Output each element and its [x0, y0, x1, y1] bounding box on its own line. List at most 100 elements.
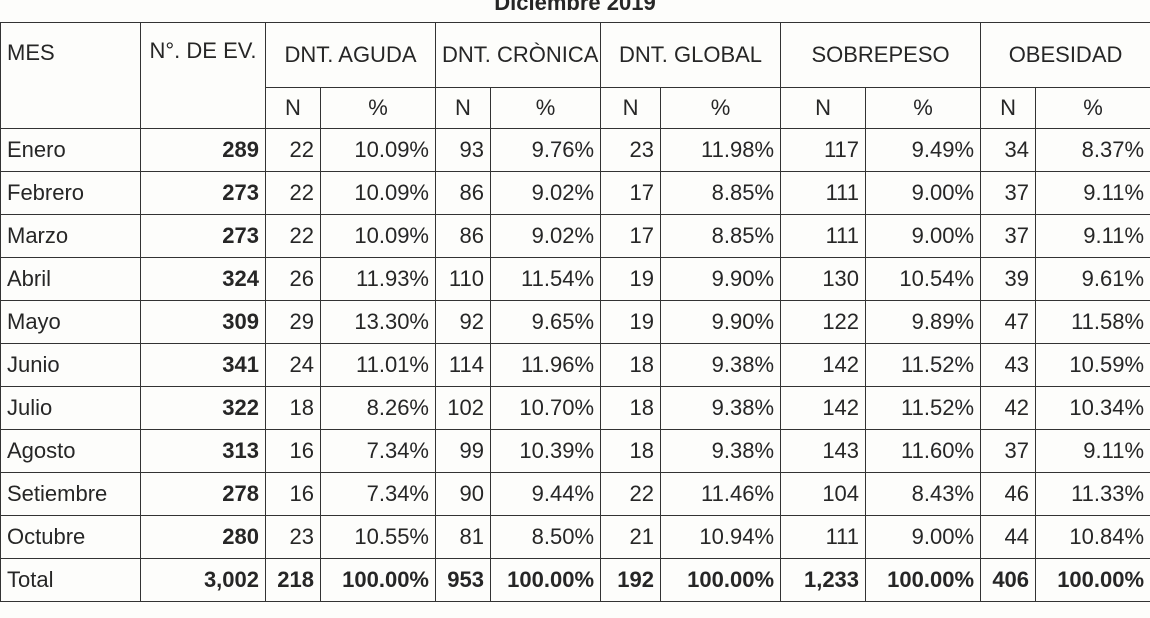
table-cell: 9.38% [660, 429, 782, 473]
table-cell: 8.26% [320, 386, 436, 430]
table-cell: 24 [265, 343, 321, 387]
table-cell: Abril [0, 257, 141, 301]
table-cell: 10.59% [1035, 343, 1150, 387]
table-cell: 3,002 [140, 558, 266, 602]
table-cell: 9.44% [489, 472, 602, 516]
table-cell: 10.09% [320, 214, 436, 258]
table-cell: 192 [600, 558, 662, 602]
subcolumn-header: % [660, 87, 782, 129]
table-cell: 42 [980, 386, 1037, 430]
table-cell: 43 [980, 343, 1037, 387]
subcolumn-header: N [435, 87, 491, 129]
table-cell: 100.00% [865, 558, 982, 602]
table-cell: 11.98% [660, 128, 782, 172]
table-cell: 18 [600, 343, 662, 387]
table-cell: 9.76% [489, 128, 602, 172]
table-cell: 17 [600, 214, 662, 258]
table-cell: 47 [980, 300, 1037, 344]
column-header: DNT. AGUDA [265, 22, 436, 88]
table-cell: 9.00% [865, 214, 982, 258]
table-cell: 10.34% [1035, 386, 1150, 430]
table-cell: 29 [265, 300, 321, 344]
table-cell: 81 [435, 515, 491, 559]
table-cell: 23 [265, 515, 321, 559]
table-cell: 10.54% [865, 257, 982, 301]
table-row: Octubre 280 23 10.55% 81 8.50% 21 10.94% 111 9.00… [0, 515, 1150, 559]
table-cell: 10.70% [489, 386, 602, 430]
table-cell: 100.00% [489, 558, 602, 602]
table-cell: Enero [0, 128, 141, 172]
table-row: Enero 289 22 10.09% 93 9.76% 23 11.98% 117 9.49% 3… [0, 128, 1150, 172]
subcolumn-header: % [320, 87, 436, 129]
table-cell: 26 [265, 257, 321, 301]
table-cell: 104 [780, 472, 867, 516]
table-cell: 100.00% [1035, 558, 1150, 602]
table-cell: 92 [435, 300, 491, 344]
table-cell: 9.00% [865, 171, 982, 215]
subcolumn-header: N [265, 87, 321, 129]
table-cell: 22 [265, 128, 321, 172]
table-cell: 7.34% [320, 429, 436, 473]
table-cell: 34 [980, 128, 1037, 172]
table-cell: 278 [140, 472, 266, 516]
table-cell: 10.55% [320, 515, 436, 559]
table-cell: 16 [265, 429, 321, 473]
table-cell: 7.34% [320, 472, 436, 516]
table-cell: Mayo [0, 300, 141, 344]
table-cell: 10.94% [660, 515, 782, 559]
table-cell: 11.52% [865, 343, 982, 387]
table-cell: 46 [980, 472, 1037, 516]
table-cell: 11.96% [489, 343, 602, 387]
table-cell: 9.11% [1035, 429, 1150, 473]
table-cell: Febrero [0, 171, 141, 215]
table-cell: 102 [435, 386, 491, 430]
table-cell: 9.90% [660, 300, 782, 344]
subcolumn-header: % [1035, 87, 1150, 129]
table-cell: 289 [140, 128, 266, 172]
table-cell: 8.85% [660, 171, 782, 215]
table-cell: 9.90% [660, 257, 782, 301]
table-row: Abril 324 26 11.93% 110 11.54% 19 9.90% 130 10.54… [0, 257, 1150, 301]
table-cell: 100.00% [320, 558, 436, 602]
subcolumn-header: % [489, 87, 602, 129]
column-header: MES [0, 22, 141, 129]
table-cell: 111 [780, 214, 867, 258]
table-cell: 86 [435, 214, 491, 258]
table-cell: 9.38% [660, 386, 782, 430]
table-row: Agosto 313 16 7.34% 99 10.39% 18 9.38% 143 11.60%… [0, 429, 1150, 473]
subcolumn-header: N [980, 87, 1037, 129]
table-cell: 22 [265, 171, 321, 215]
table-cell: 9.49% [865, 128, 982, 172]
table-cell: Total [0, 558, 141, 602]
table-row: Setiembre 278 16 7.34% 90 9.44% 22 11.46% 104 8.4… [0, 472, 1150, 516]
subcolumn-header: N [780, 87, 867, 129]
table-cell: 9.02% [489, 171, 602, 215]
table-row: Mayo 309 29 13.30% 92 9.65% 19 9.90% 122 9.89% 47 1… [0, 300, 1150, 344]
title: Diciembre 2019 [494, 0, 656, 15]
table-cell: 273 [140, 171, 266, 215]
subcolumn-header: % [865, 87, 982, 129]
table-cell: 10.84% [1035, 515, 1150, 559]
data-table: MES N°. DE EV. DNT. AGUDA DNT. CRÒNICA DNT. … [0, 22, 1150, 602]
table-cell: 18 [265, 386, 321, 430]
table-cell: 9.61% [1035, 257, 1150, 301]
table-cell: 44 [980, 515, 1037, 559]
table-row: Total 3,002 218 100.00% 953 100.00% 192 100.00%… [0, 558, 1150, 602]
table-cell: 100.00% [660, 558, 782, 602]
table-cell: 8.43% [865, 472, 982, 516]
table-cell: 8.50% [489, 515, 602, 559]
table-cell: 11.33% [1035, 472, 1150, 516]
table-cell: 142 [780, 386, 867, 430]
table-cell: Junio [0, 343, 141, 387]
table-row: Marzo 273 22 10.09% 86 9.02% 17 8.85% 111 9.00% 37… [0, 214, 1150, 258]
table-cell: 99 [435, 429, 491, 473]
table-cell: 11.01% [320, 343, 436, 387]
table-cell: Julio [0, 386, 141, 430]
table-cell: 9.11% [1035, 171, 1150, 215]
table-cell: 9.65% [489, 300, 602, 344]
table-cell: 13.30% [320, 300, 436, 344]
table-cell: 22 [600, 472, 662, 516]
table-cell: 16 [265, 472, 321, 516]
table-cell: 10.09% [320, 128, 436, 172]
